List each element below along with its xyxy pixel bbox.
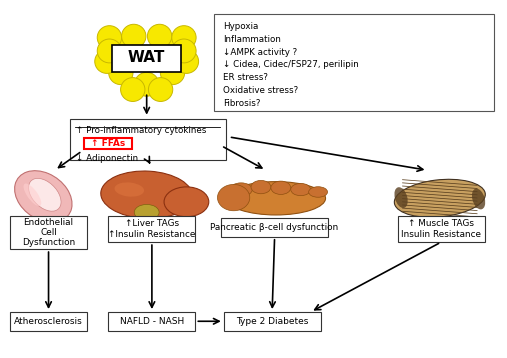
Text: ↑ Pro-inflammatory cytokines: ↑ Pro-inflammatory cytokines	[76, 126, 206, 135]
Text: Hypoxia
Inflammation
↓AMPK activity ?
↓ Cidea, Cidec/FSP27, perilipin
ER stress?: Hypoxia Inflammation ↓AMPK activity ? ↓ …	[223, 22, 358, 108]
Ellipse shape	[148, 24, 172, 48]
Ellipse shape	[115, 182, 144, 197]
Ellipse shape	[134, 46, 159, 70]
Ellipse shape	[160, 61, 185, 84]
Ellipse shape	[172, 26, 196, 49]
Text: WAT: WAT	[128, 50, 165, 65]
Ellipse shape	[309, 187, 328, 197]
Text: ↓ Adiponectin: ↓ Adiponectin	[76, 154, 138, 163]
Ellipse shape	[108, 39, 133, 63]
FancyBboxPatch shape	[214, 14, 494, 111]
Ellipse shape	[28, 178, 61, 211]
Ellipse shape	[226, 182, 325, 215]
Ellipse shape	[172, 39, 196, 63]
Ellipse shape	[23, 184, 41, 206]
FancyBboxPatch shape	[10, 312, 87, 330]
Text: ↑ Muscle TAGs
Insulin Resistance: ↑ Muscle TAGs Insulin Resistance	[401, 219, 481, 239]
Ellipse shape	[251, 180, 271, 194]
Ellipse shape	[394, 179, 485, 217]
FancyBboxPatch shape	[224, 312, 320, 330]
Text: ↑Liver TAGs
↑Insulin Resistance: ↑Liver TAGs ↑Insulin Resistance	[108, 219, 196, 239]
Ellipse shape	[134, 204, 159, 220]
Ellipse shape	[95, 49, 119, 73]
Ellipse shape	[218, 184, 250, 211]
Ellipse shape	[108, 61, 133, 84]
Ellipse shape	[149, 78, 173, 101]
Text: ↑ FFAs: ↑ FFAs	[91, 139, 125, 148]
FancyBboxPatch shape	[69, 119, 226, 160]
Ellipse shape	[271, 181, 291, 194]
Text: Pancreatic β-cell dysfunction: Pancreatic β-cell dysfunction	[210, 223, 339, 232]
Ellipse shape	[472, 189, 485, 209]
Ellipse shape	[121, 78, 145, 101]
Ellipse shape	[230, 183, 252, 196]
Ellipse shape	[97, 26, 122, 49]
FancyBboxPatch shape	[108, 216, 195, 242]
Ellipse shape	[160, 39, 185, 63]
FancyBboxPatch shape	[112, 45, 182, 72]
FancyBboxPatch shape	[108, 312, 195, 330]
Ellipse shape	[15, 171, 72, 222]
Ellipse shape	[394, 187, 408, 208]
FancyBboxPatch shape	[84, 137, 132, 149]
Ellipse shape	[291, 183, 311, 196]
FancyBboxPatch shape	[221, 218, 328, 237]
Ellipse shape	[164, 187, 209, 217]
Ellipse shape	[122, 24, 146, 48]
Text: Type 2 Diabetes: Type 2 Diabetes	[236, 317, 308, 326]
Ellipse shape	[134, 72, 159, 96]
FancyBboxPatch shape	[397, 216, 485, 242]
Ellipse shape	[97, 39, 122, 63]
Text: Atherosclerosis: Atherosclerosis	[14, 317, 83, 326]
Ellipse shape	[174, 49, 199, 73]
Text: Endothelial
Cell
Dysfunction: Endothelial Cell Dysfunction	[22, 218, 75, 247]
FancyBboxPatch shape	[10, 216, 87, 249]
Ellipse shape	[101, 171, 193, 218]
Text: NAFLD - NASH: NAFLD - NASH	[120, 317, 184, 326]
